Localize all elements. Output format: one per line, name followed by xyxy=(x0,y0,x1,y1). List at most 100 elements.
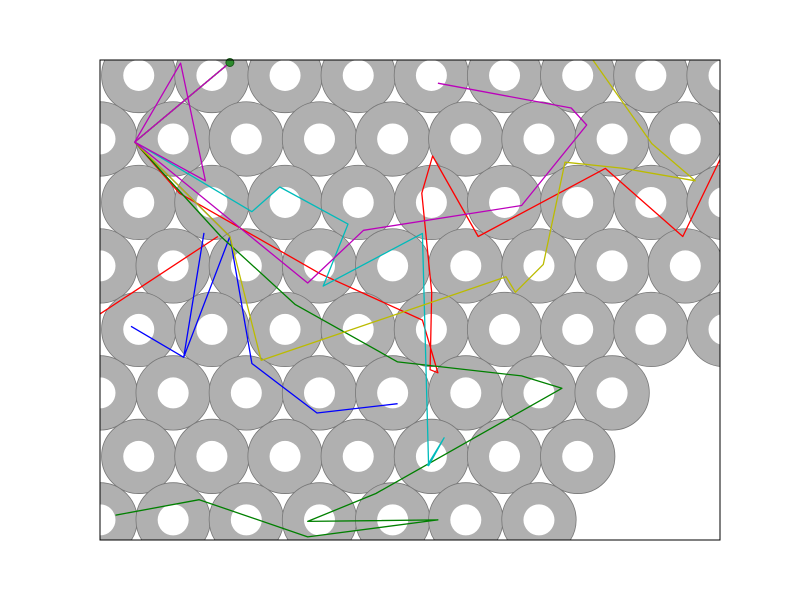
ring-marker xyxy=(355,355,431,431)
ring-hole xyxy=(230,123,262,155)
ring-hole xyxy=(415,186,447,218)
ring-hole xyxy=(303,123,335,155)
ring-hole xyxy=(708,60,720,91)
ring-hole xyxy=(269,60,301,91)
ring-hole xyxy=(230,377,262,409)
ring-hole xyxy=(450,123,482,155)
ring-hole xyxy=(635,186,667,218)
ring-hole xyxy=(123,60,155,91)
ring-marker xyxy=(135,482,211,540)
ring-marker xyxy=(466,164,543,241)
ring-hole xyxy=(196,313,228,345)
ring-marker xyxy=(540,164,616,241)
ring-hole xyxy=(269,313,301,345)
trajectory-line xyxy=(130,232,231,358)
ring-hole xyxy=(342,186,374,218)
ring-marker xyxy=(501,482,577,540)
ring-marker xyxy=(101,291,177,368)
ring-marker xyxy=(428,355,504,431)
ring-outer xyxy=(686,165,720,240)
ring-hole xyxy=(377,123,409,155)
ring-hole xyxy=(377,377,409,409)
ring-hole xyxy=(269,440,301,472)
ring-marker xyxy=(501,228,577,304)
ring-marker xyxy=(428,228,504,304)
ring-hole xyxy=(450,504,482,536)
ring-marker xyxy=(355,228,431,304)
ring-hole xyxy=(523,504,555,536)
ring-marker xyxy=(100,482,138,540)
ring-marker xyxy=(208,228,284,304)
trajectory-line xyxy=(100,235,219,315)
ring-marker xyxy=(135,355,211,431)
ring-marker xyxy=(281,228,358,304)
ring-marker xyxy=(613,60,689,114)
ring-hole xyxy=(415,440,447,472)
ring-marker xyxy=(320,164,396,241)
ring-marker xyxy=(613,164,689,241)
ring-hole xyxy=(157,504,189,536)
ring-hole xyxy=(303,377,335,409)
trajectory-line xyxy=(134,62,445,467)
trajectory-lines xyxy=(100,60,720,538)
ring-marker xyxy=(428,101,504,177)
ring-marker xyxy=(686,165,720,240)
ring-hole xyxy=(377,250,409,282)
ring-marker xyxy=(247,418,323,494)
ring-hole xyxy=(100,123,116,155)
ring-hole xyxy=(596,123,628,155)
ring-hole xyxy=(562,186,594,218)
ring-hole xyxy=(708,314,720,345)
plot-area xyxy=(100,60,720,540)
ring-hole xyxy=(157,377,189,409)
ring-hole xyxy=(489,60,521,91)
ring-hole xyxy=(100,250,116,282)
ring-hole xyxy=(123,440,155,472)
ring-marker xyxy=(101,164,177,241)
ring-hole xyxy=(303,250,335,282)
ring-marker xyxy=(540,60,616,114)
ring-marker xyxy=(355,101,431,177)
trajectory-line xyxy=(115,62,563,538)
ring-hole xyxy=(230,250,262,282)
ring-hole xyxy=(708,187,720,218)
ring-hole xyxy=(100,504,116,536)
ring-marker xyxy=(466,418,543,494)
ring-hole xyxy=(415,60,447,91)
ring-hole xyxy=(196,440,228,472)
ring-marker xyxy=(574,355,650,431)
ring-hole xyxy=(562,313,594,345)
ring-marker xyxy=(281,355,358,431)
ring-hole xyxy=(489,313,521,345)
ring-marker xyxy=(101,418,177,494)
ring-marker xyxy=(174,291,250,368)
ring-marker xyxy=(647,228,720,304)
trajectory-line xyxy=(134,62,588,284)
ring-marker xyxy=(208,482,284,540)
axes-frame xyxy=(99,59,721,541)
ring-marker xyxy=(686,292,720,367)
ring-marker xyxy=(281,482,358,540)
ring-hole xyxy=(450,377,482,409)
ring-marker xyxy=(174,418,250,494)
ring-hole xyxy=(635,313,667,345)
ring-hole xyxy=(523,123,555,155)
ring-hole xyxy=(303,504,335,536)
ring-marker xyxy=(320,418,396,494)
ring-hole xyxy=(596,377,628,409)
ring-hole xyxy=(562,440,594,472)
ring-hole xyxy=(669,250,701,282)
ring-hole xyxy=(669,123,701,155)
ring-hole xyxy=(596,250,628,282)
ring-marker xyxy=(247,164,323,241)
trajectory-line xyxy=(134,62,720,374)
ring-marker xyxy=(208,355,284,431)
ring-marker xyxy=(647,101,720,177)
ring-hole xyxy=(450,250,482,282)
ring-marker xyxy=(208,101,284,177)
ring-marker xyxy=(281,101,358,177)
ring-hole xyxy=(562,60,594,91)
ring-marker xyxy=(466,291,543,368)
ring-hole xyxy=(100,377,116,409)
